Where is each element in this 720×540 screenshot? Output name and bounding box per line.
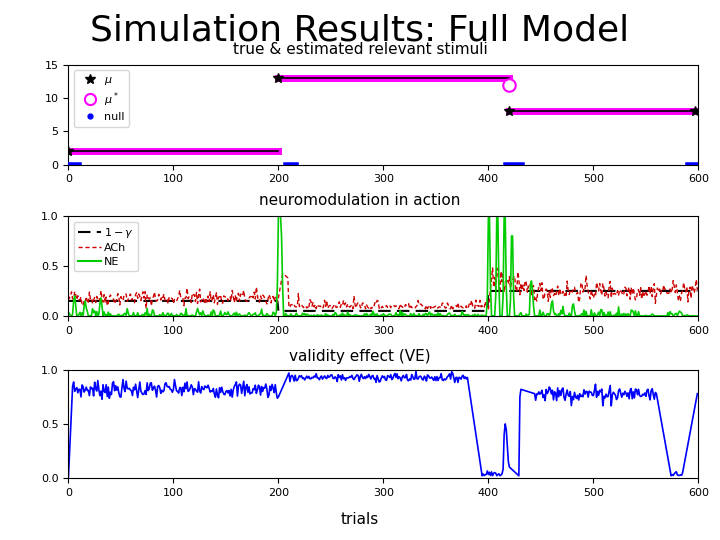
- Text: validity effect (VE): validity effect (VE): [289, 349, 431, 364]
- Legend: $1-\gamma$, ACh, NE: $1-\gamma$, ACh, NE: [74, 221, 138, 271]
- Text: true & estimated relevant stimuli: true & estimated relevant stimuli: [233, 42, 487, 57]
- Text: Simulation Results: Full Model: Simulation Results: Full Model: [91, 14, 629, 48]
- Text: trials: trials: [341, 511, 379, 526]
- Legend: $\mu$, $\mu^*$, null: $\mu$, $\mu^*$, null: [74, 70, 129, 126]
- Text: neuromodulation in action: neuromodulation in action: [259, 193, 461, 208]
